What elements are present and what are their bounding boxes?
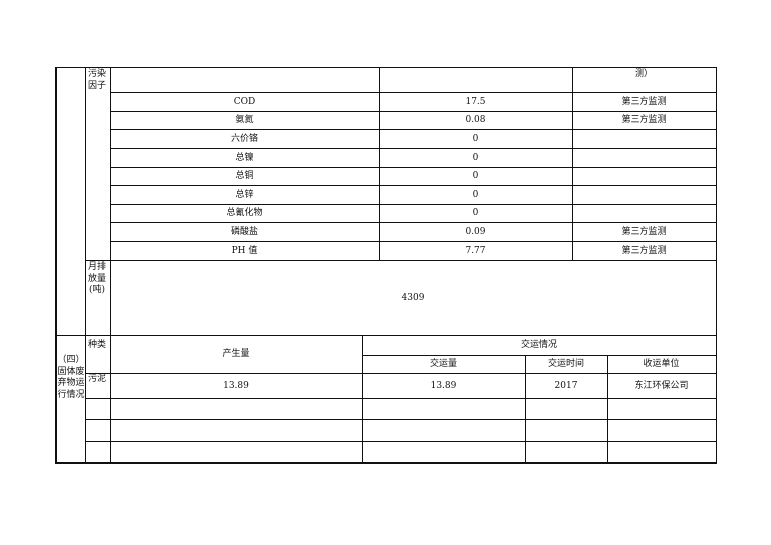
monthly-value: 4309: [401, 292, 425, 303]
factor-name: PH 值: [231, 245, 258, 256]
header-transport-time: 交运时间: [547, 359, 584, 369]
factor-name: 总镍: [235, 152, 254, 163]
factor-note: [572, 167, 716, 185]
top-note: 测）: [634, 69, 653, 79]
solid-type: 污泥: [88, 374, 107, 384]
factor-value: 0.09: [465, 226, 486, 237]
solid-time: 2017: [554, 380, 578, 391]
factor-note: [572, 204, 716, 222]
factor-value: 0.08: [465, 115, 486, 125]
factor-name: 氨氮: [235, 115, 254, 125]
factor-value: 0: [472, 208, 479, 218]
solid-produced: 13.89: [223, 380, 249, 391]
solid-receiver: 东江环保公司: [634, 380, 689, 391]
factor-value: 0: [472, 133, 479, 144]
factor-note: [572, 129, 716, 148]
header-type: 种类: [88, 340, 107, 350]
header-transport: 交运情况: [520, 340, 557, 350]
header-produced: 产生量: [222, 349, 250, 359]
factor-name: 总锌: [235, 189, 254, 200]
factor-note: [572, 148, 716, 167]
solid-qty: 13.89: [430, 380, 457, 391]
factor-value: 7.77: [465, 245, 486, 256]
factor-name: COD: [233, 96, 256, 107]
factor-value: 17.5: [465, 96, 486, 107]
header-transport-qty: 交运量: [429, 359, 457, 369]
factor-value: 0: [472, 189, 479, 200]
factor-note: 第三方监测: [621, 226, 667, 237]
monthly-label: 月排放量(吨): [88, 262, 107, 295]
pollutant-label: 污染因子: [88, 69, 107, 91]
factor-name: 磷酸盐: [230, 226, 258, 237]
factor-name: 总氰化物: [226, 208, 263, 218]
factor-value: 0: [472, 171, 479, 181]
factor-value: 0: [472, 152, 479, 163]
factor-note: 第三方监测: [621, 96, 667, 107]
factor-name: 总铜: [235, 171, 254, 181]
factor-name: 六价铬: [230, 133, 258, 144]
solid-section-label: （四）固体废弃物运行情况: [57, 355, 85, 400]
factor-note: 第三方监测: [621, 115, 667, 125]
factor-note: 第三方监测: [621, 245, 667, 256]
header-receiver: 收运单位: [643, 359, 680, 369]
factor-note: [572, 185, 716, 204]
